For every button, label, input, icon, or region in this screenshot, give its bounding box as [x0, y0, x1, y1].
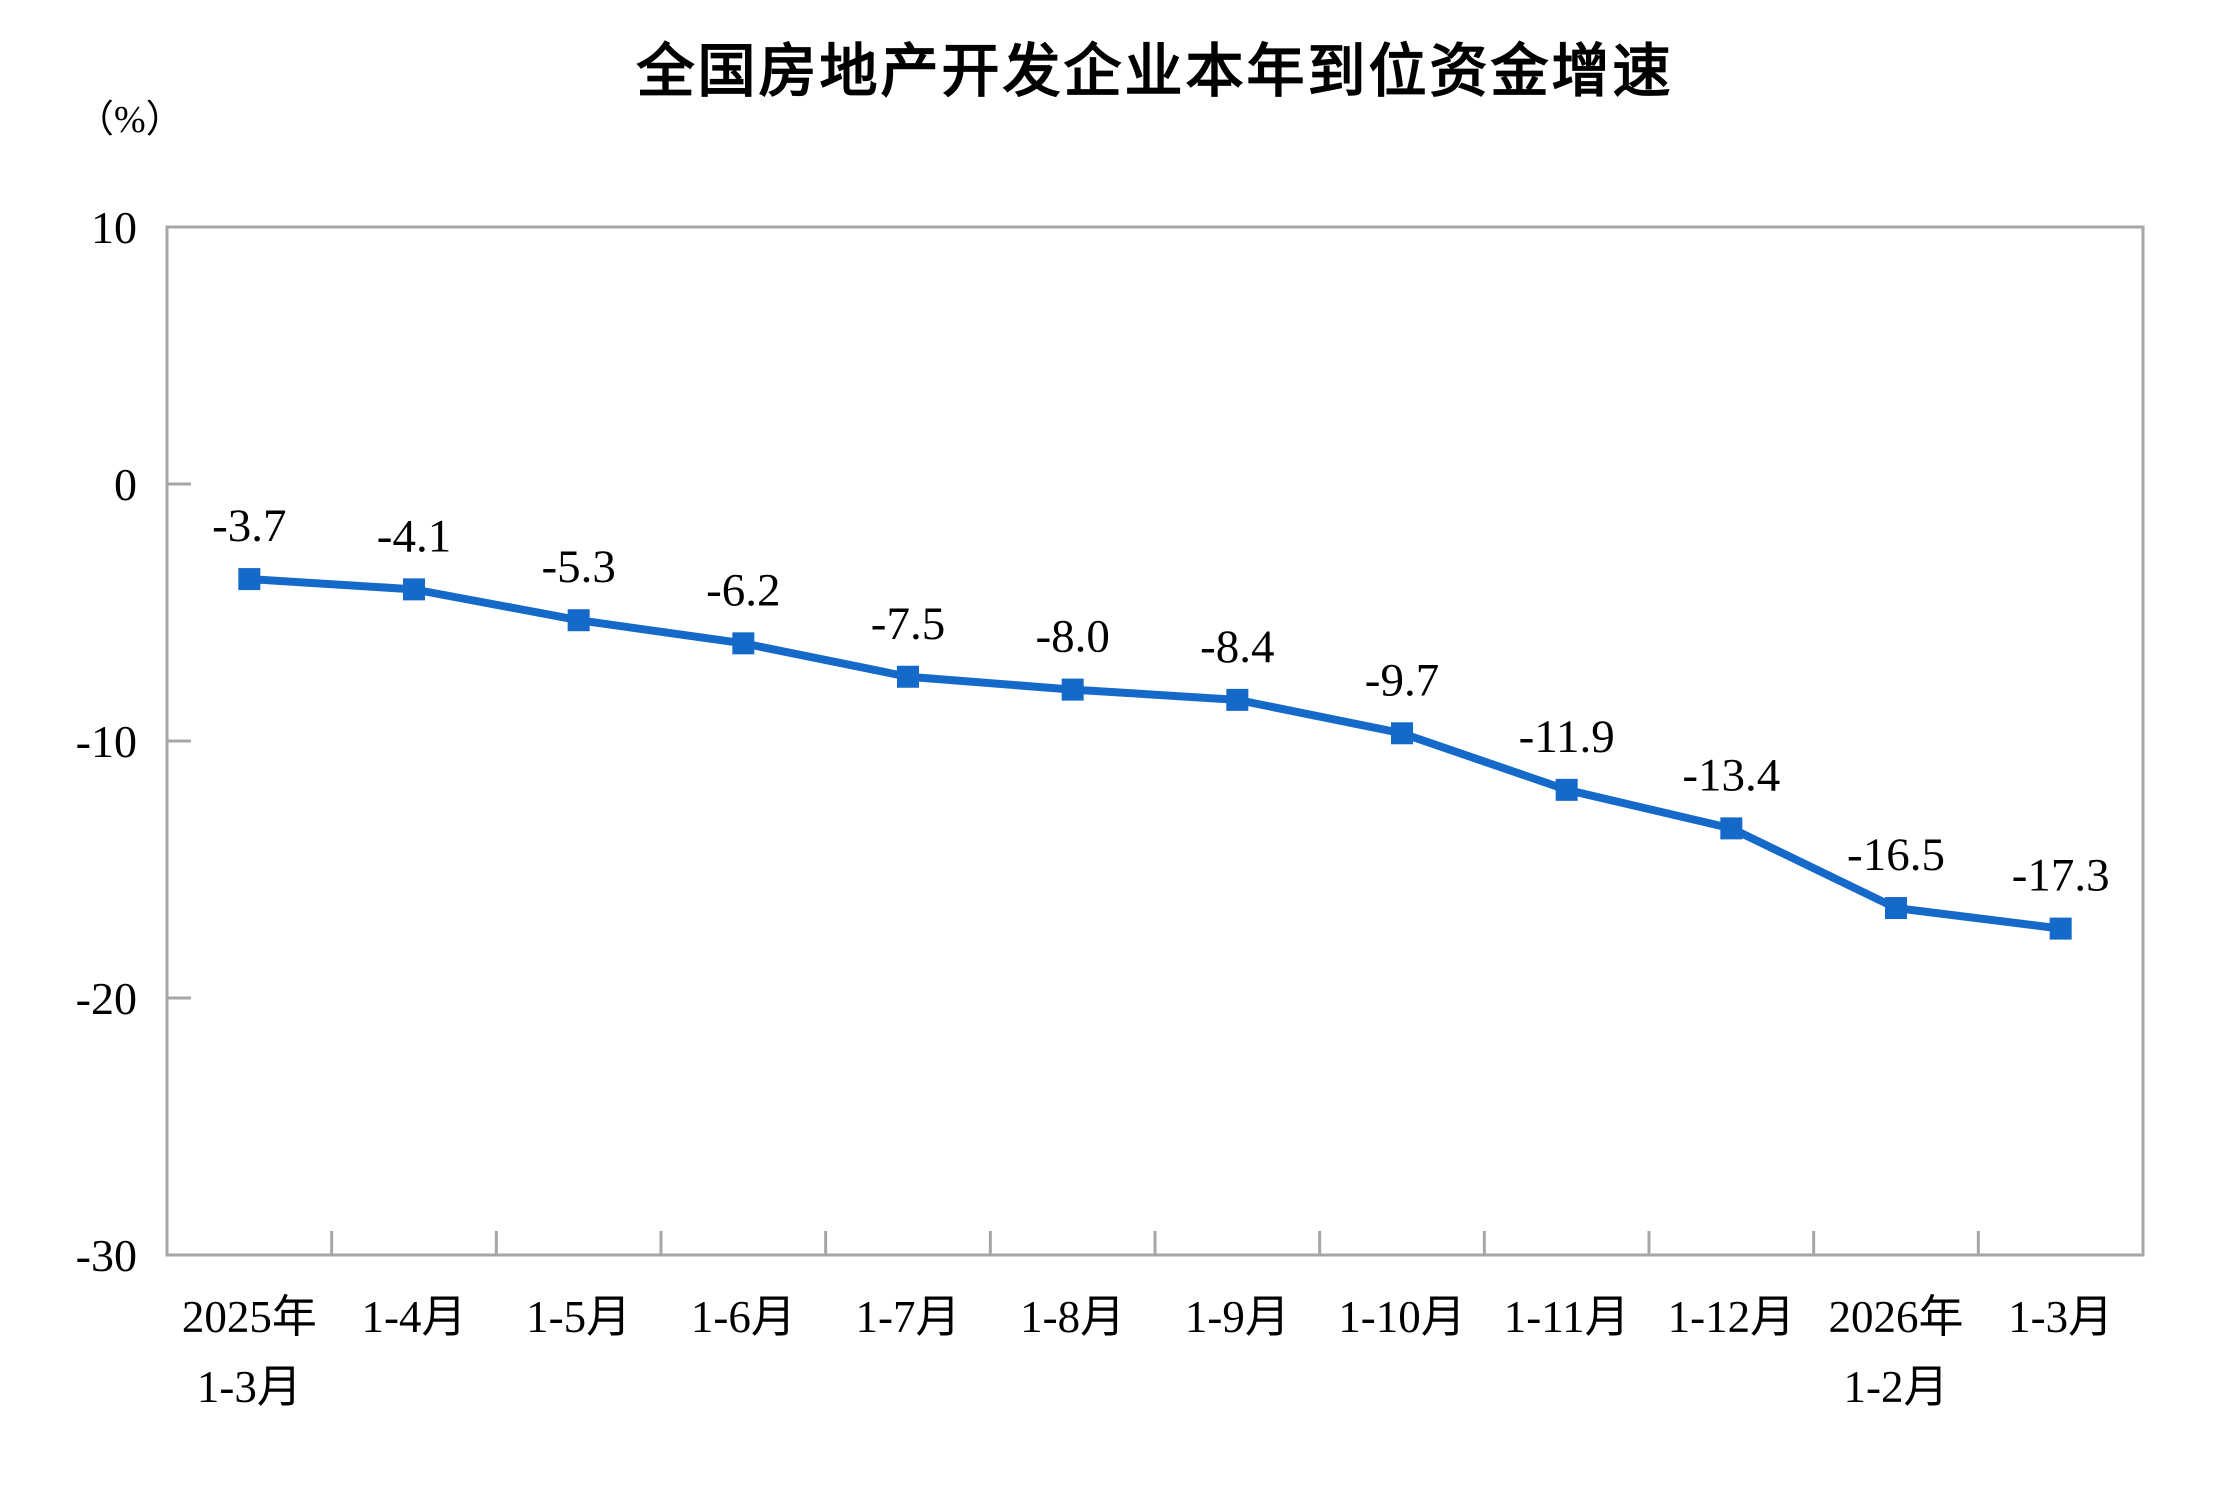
x-tick-label: 1-5月 — [526, 1292, 631, 1342]
data-point-marker — [732, 632, 755, 655]
data-point-marker — [1885, 897, 1907, 920]
x-tick-label: 1-2月 — [1844, 1362, 1949, 1412]
data-point-marker — [1061, 678, 1084, 701]
x-tick-label: 2025年 — [182, 1292, 317, 1342]
data-label: -7.5 — [871, 598, 945, 650]
x-tick-label: 1-3月 — [197, 1362, 302, 1412]
x-tick-label: 1-6月 — [691, 1292, 796, 1342]
data-point-marker — [897, 665, 919, 688]
data-point-marker — [1226, 688, 1249, 711]
x-tick-label: 1-8月 — [1020, 1292, 1125, 1342]
data-label: -4.1 — [377, 510, 451, 562]
data-label: -3.7 — [212, 500, 286, 552]
x-tick-label: 1-11月 — [1504, 1292, 1630, 1342]
x-tick-label: 1-9月 — [1185, 1292, 1290, 1342]
data-point-marker — [1555, 778, 1578, 801]
y-tick-label: -30 — [76, 1230, 137, 1281]
y-tick-label: -10 — [76, 716, 137, 767]
series-line — [245, 575, 2065, 933]
y-tick-label: 0 — [114, 459, 137, 510]
data-label: -8.4 — [1200, 621, 1274, 673]
x-tick-label: 1-10月 — [1338, 1292, 1466, 1342]
data-point-marker — [2049, 917, 2072, 940]
data-label: -6.2 — [706, 564, 780, 616]
x-tick-label: 1-7月 — [856, 1292, 961, 1342]
data-label: -5.3 — [541, 541, 615, 593]
data-point-marker — [403, 578, 425, 601]
x-tick-label: 2026年 — [1828, 1292, 1963, 1342]
y-axis-unit-label: （%） — [76, 99, 184, 141]
x-tick-label: 1-3月 — [2008, 1292, 2113, 1342]
data-point-marker — [1720, 817, 1743, 840]
data-point-marker — [238, 568, 261, 591]
y-tick-label: 10 — [91, 202, 137, 253]
data-label: -16.5 — [1847, 829, 1945, 881]
data-point-marker — [567, 609, 590, 632]
x-tick-label: 1-12月 — [1668, 1292, 1796, 1342]
data-label: -9.7 — [1365, 654, 1439, 706]
data-label: -11.9 — [1519, 711, 1615, 763]
y-tick-label: -20 — [76, 973, 137, 1024]
x-tick-label: 1-4月 — [362, 1292, 467, 1342]
chart-title: 全国房地产开发企业本年到位资金增速 — [636, 39, 1674, 104]
data-label: -17.3 — [2012, 850, 2110, 902]
data-point-marker — [1391, 722, 1413, 745]
plot-border — [165, 225, 2145, 1257]
data-label: -13.4 — [1682, 749, 1780, 801]
data-label: -8.0 — [1035, 611, 1109, 663]
